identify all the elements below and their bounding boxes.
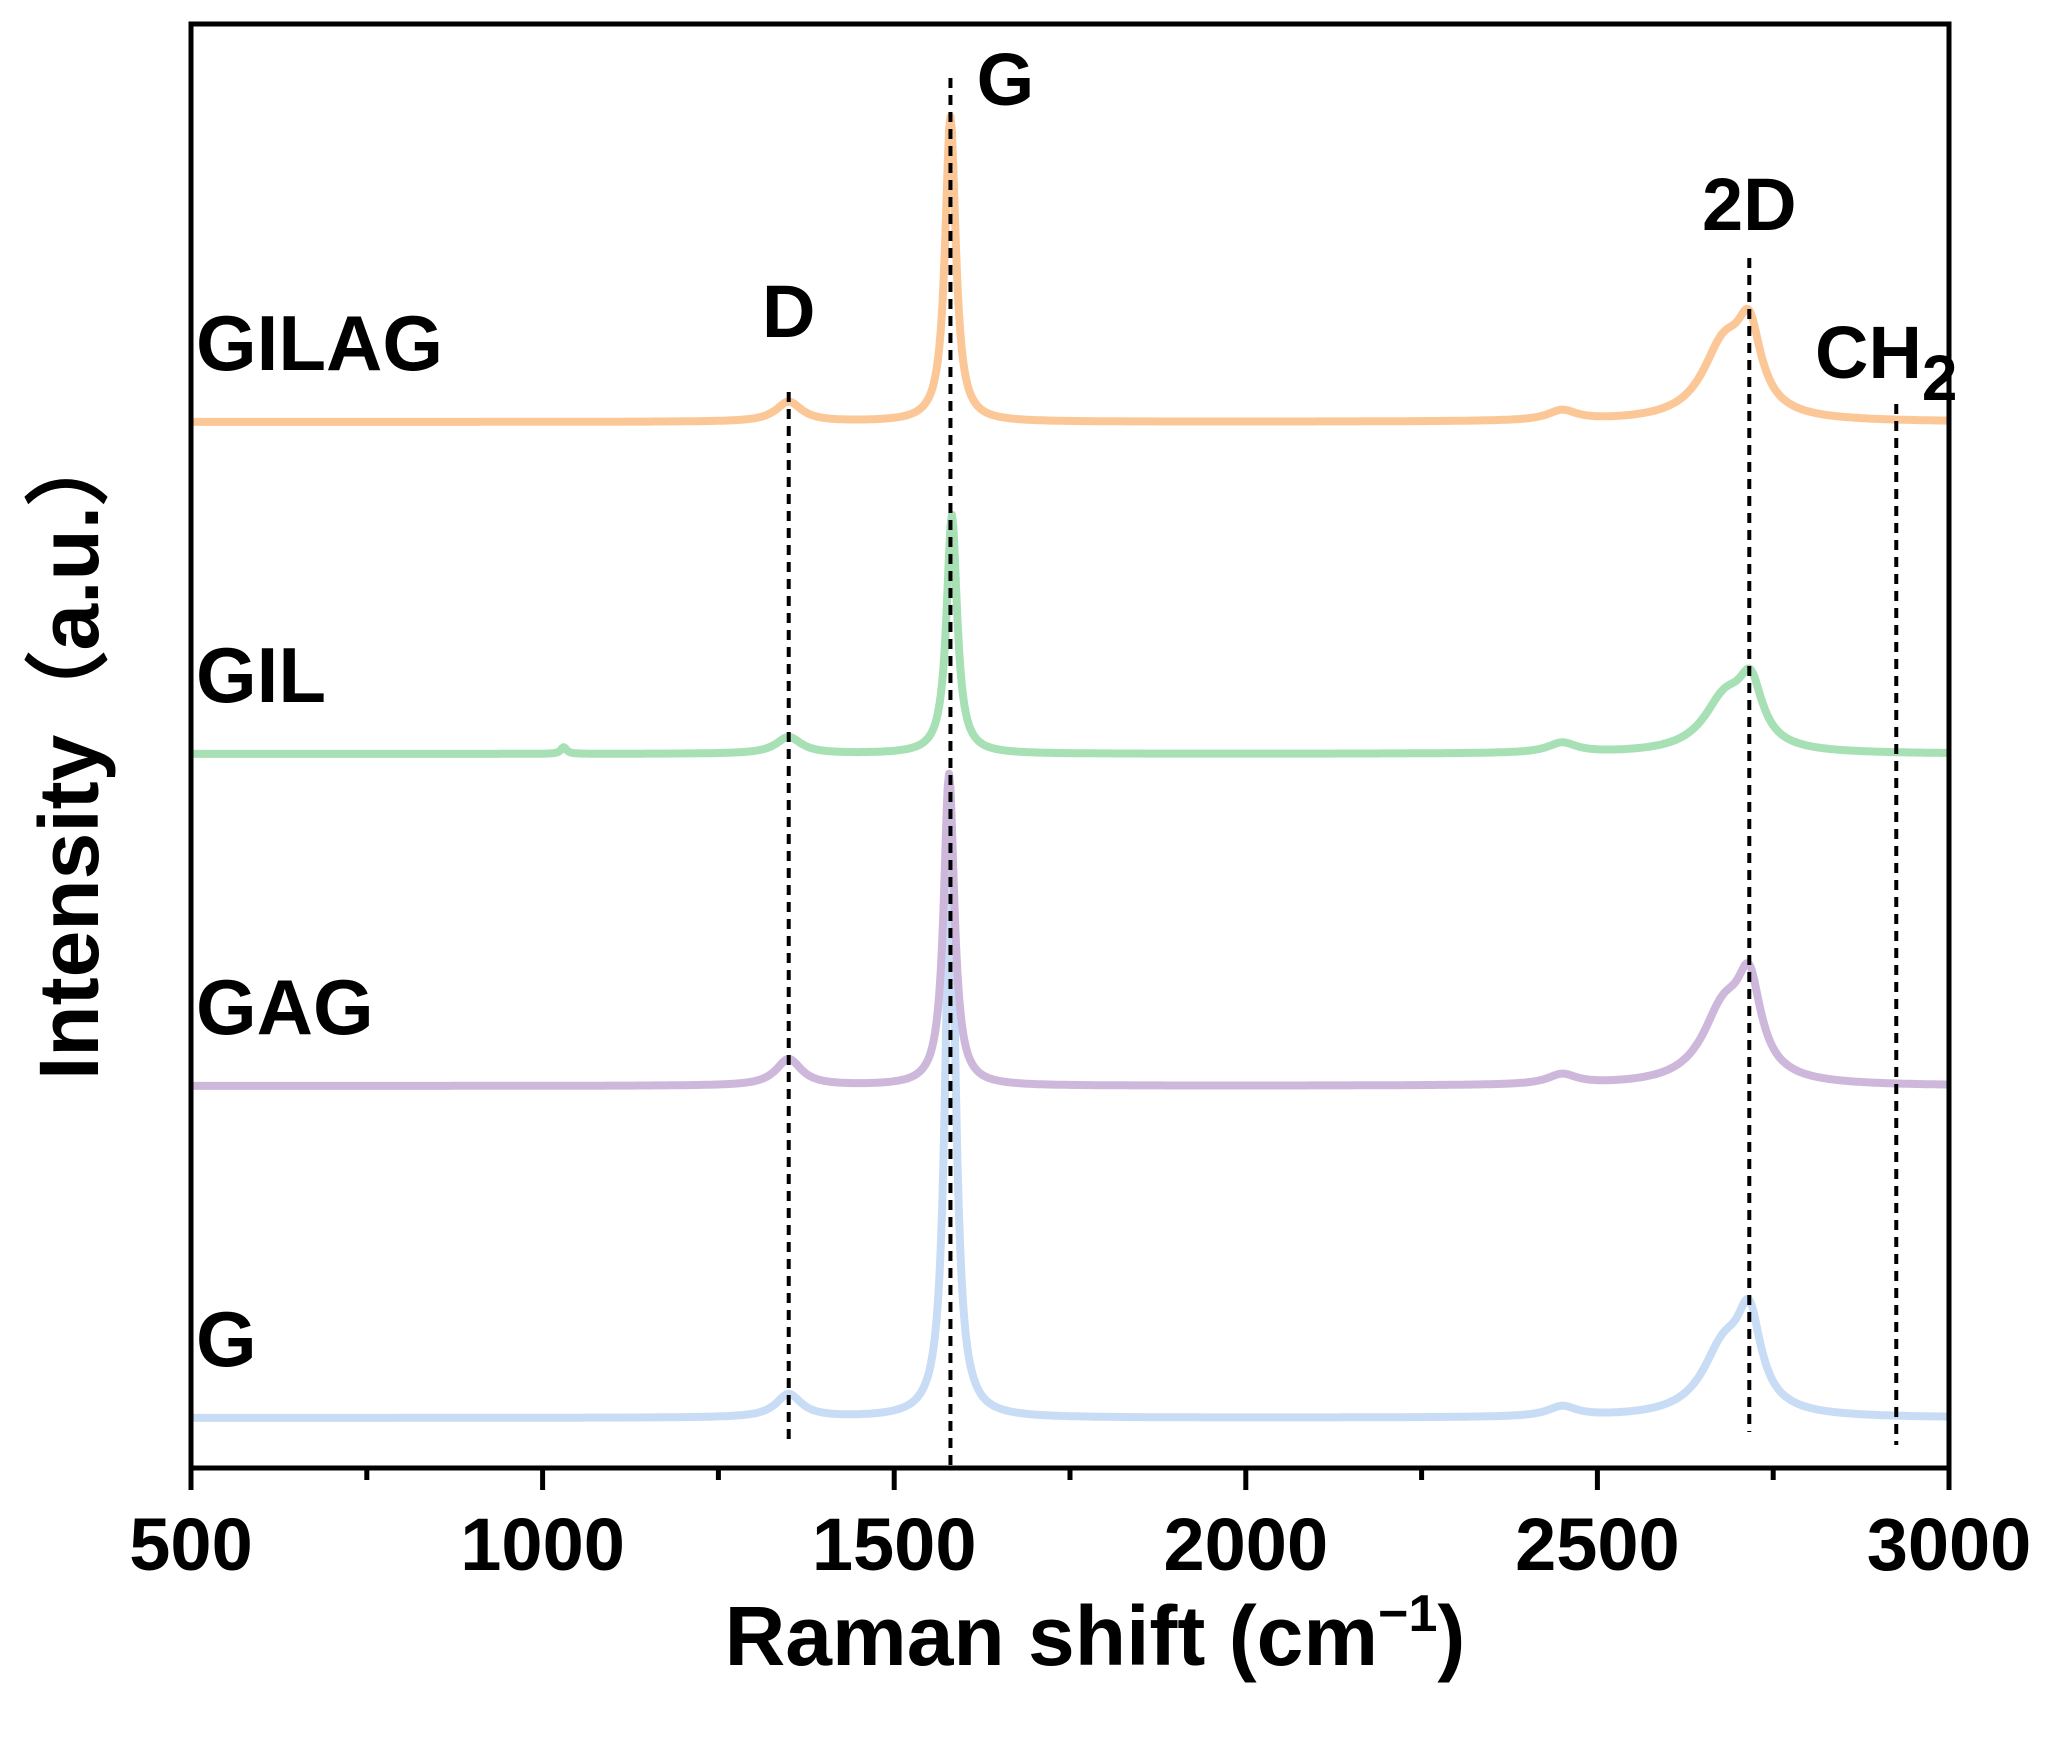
series-label: GILAG <box>196 299 443 387</box>
x-axis-title: Raman shift (cm−1) <box>725 1585 1466 1683</box>
series-line <box>188 510 1952 758</box>
series-g: G <box>188 842 1952 1422</box>
plot-frame <box>188 21 1952 1471</box>
series-gil: GIL <box>188 510 1952 758</box>
x-axis: 500 1000 1500 2000 2500 3000 <box>129 1468 2031 1586</box>
x-axis-title-sup: −1 <box>1378 1585 1437 1643</box>
peak-label-2d: 2D <box>1702 163 1797 246</box>
series-label: GIL <box>196 631 326 719</box>
x-axis-title-main: Raman shift (cm <box>725 1589 1378 1683</box>
peak-label-g: G <box>977 38 1035 121</box>
x-tick-label: 500 <box>129 1503 252 1586</box>
series-group: G GAG GIL GILAG <box>188 112 1952 1422</box>
peak-label-d: D <box>762 270 815 353</box>
series-line <box>188 842 1952 1422</box>
x-tick-label: 2500 <box>1515 1503 1680 1586</box>
x-tick-label: 2000 <box>1163 1503 1328 1586</box>
series-label: G <box>196 1295 257 1383</box>
series-line <box>188 769 1952 1090</box>
y-axis-title: Intensity（a.u.） <box>22 422 116 1080</box>
x-tick-label: 3000 <box>1867 1503 2032 1586</box>
series-gilag: GILAG <box>188 112 1952 426</box>
series-label: GAG <box>196 963 374 1051</box>
peak-label-ch: CH2 <box>1815 311 1957 414</box>
x-tick-label: 1500 <box>812 1503 977 1586</box>
series-gag: GAG <box>188 769 1952 1090</box>
x-tick-label: 1000 <box>460 1503 625 1586</box>
series-line <box>188 112 1952 426</box>
x-axis-title-close: ) <box>1437 1589 1465 1683</box>
